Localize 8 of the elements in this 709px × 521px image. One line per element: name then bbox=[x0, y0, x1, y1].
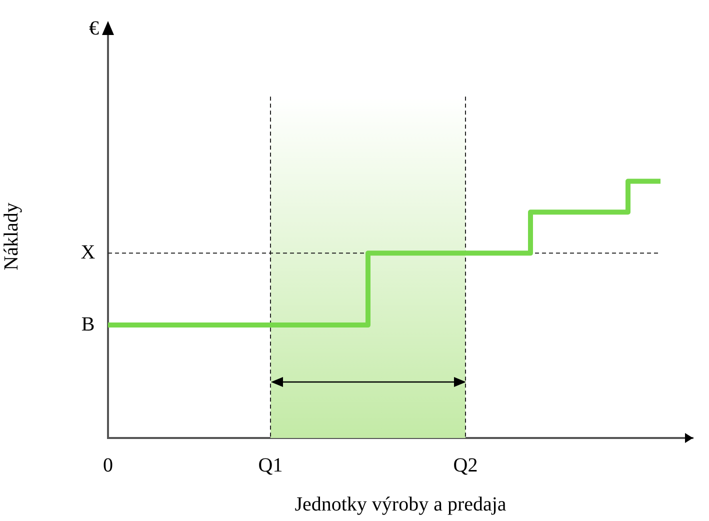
x-tick-label: Q1 bbox=[258, 454, 283, 476]
x-axis-title: Jednotky výroby a predaja bbox=[294, 493, 506, 516]
text: € bbox=[89, 17, 99, 40]
ref-line-label: X bbox=[80, 241, 96, 264]
x-tick-label: 0 bbox=[103, 454, 113, 476]
annotation: B bbox=[81, 313, 95, 336]
y-axis-title: Náklady bbox=[0, 202, 22, 270]
x-tick-label: Q2 bbox=[453, 454, 478, 476]
